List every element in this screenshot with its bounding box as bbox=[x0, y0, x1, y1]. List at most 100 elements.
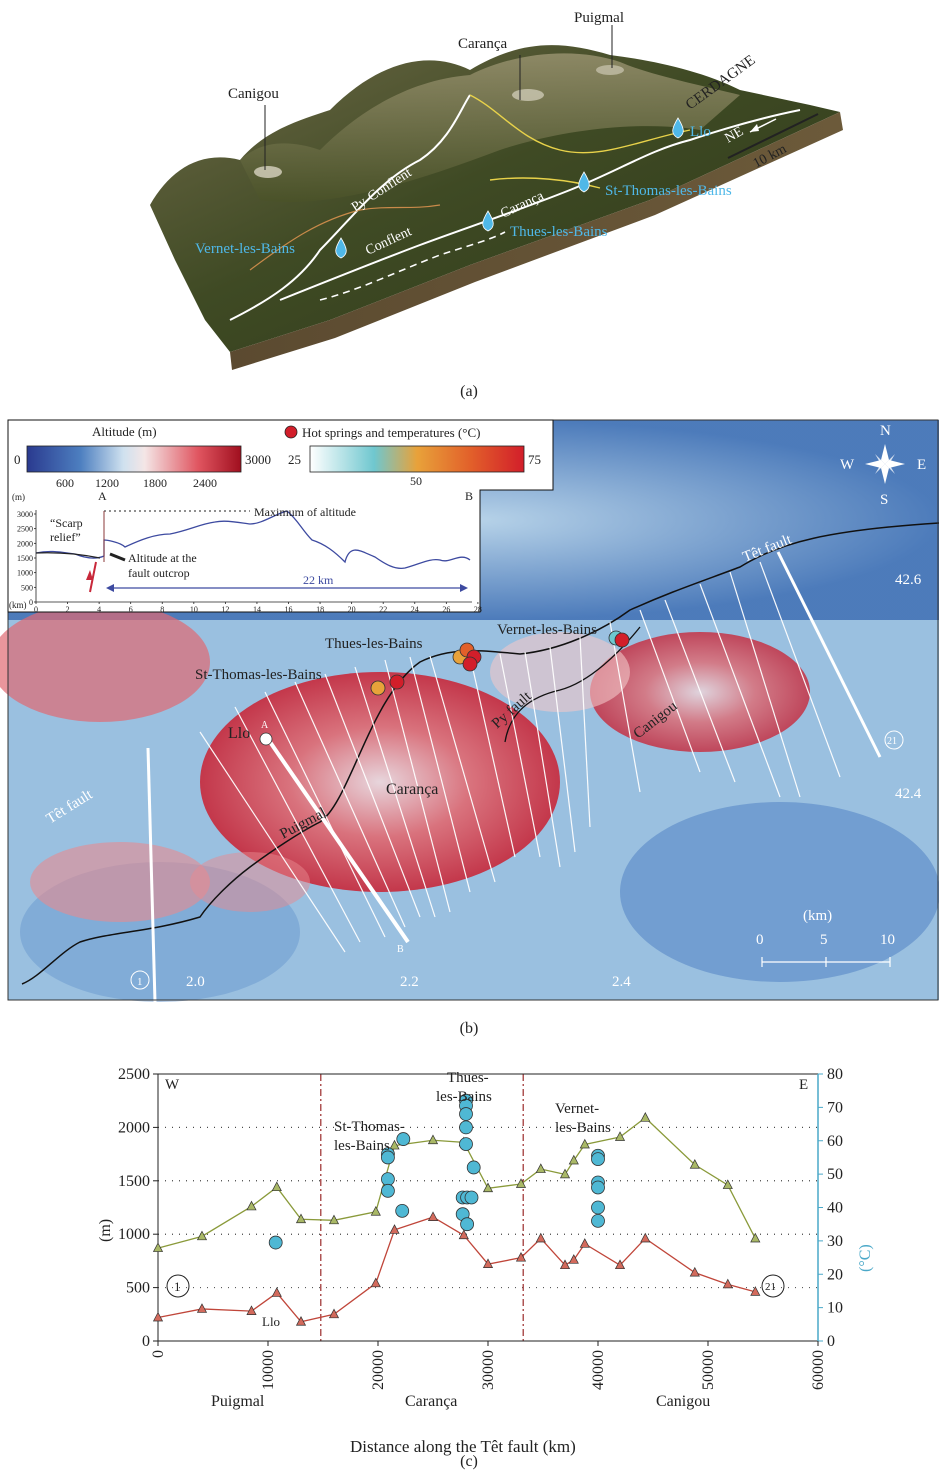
y2-tick-label: 50 bbox=[827, 1166, 843, 1183]
annotation-section-21: 21 bbox=[765, 1281, 776, 1293]
altitude-tick: 600 bbox=[56, 476, 74, 490]
section-21-marker bbox=[761, 1274, 785, 1298]
inset-scarp-label: relief” bbox=[50, 530, 81, 544]
vernet-label: Vernet-les-Bains bbox=[497, 622, 597, 638]
temperature-point bbox=[396, 1132, 411, 1146]
annotation-east: E bbox=[799, 1077, 808, 1093]
compass-s: S bbox=[880, 492, 888, 508]
inset-x-tick-label: 8 bbox=[160, 605, 164, 614]
scalebar-tick: 5 bbox=[820, 932, 828, 948]
peak-label-puigmal: Puigmal bbox=[574, 10, 624, 26]
altitude-point bbox=[750, 1286, 761, 1296]
altitude-legend-max: 3000 bbox=[245, 452, 271, 467]
x-tick-label: 40000 bbox=[590, 1350, 607, 1390]
latitude-label: 42.6 bbox=[895, 572, 922, 588]
y2-tick-label: 40 bbox=[827, 1200, 843, 1217]
y-tick-label: 2500 bbox=[118, 1066, 150, 1083]
altitude-point bbox=[196, 1303, 208, 1313]
annotation-section-1: 1 bbox=[174, 1279, 181, 1294]
altitude-point bbox=[614, 1259, 626, 1270]
y2-tick-label: 30 bbox=[827, 1233, 843, 1250]
yellow-trace bbox=[489, 177, 601, 189]
y-tick-label: 2000 bbox=[118, 1119, 150, 1136]
temperature-point bbox=[466, 1160, 481, 1175]
profile-a-label: A bbox=[261, 720, 269, 731]
altitude-map: Têt fault Têt fault Vernet-les-Bains Thu… bbox=[0, 419, 939, 1002]
x-tick-label: 50000 bbox=[700, 1350, 717, 1390]
panel-a-caption: (a) bbox=[460, 383, 478, 400]
inset-fault-label: Altitude at the bbox=[128, 551, 197, 565]
legend-inset: Altitude (m) 0 3000 600 1200 1800 2400 H… bbox=[7, 419, 554, 614]
terrain-front-face bbox=[230, 112, 843, 370]
x-tick-label: 60000 bbox=[810, 1350, 827, 1390]
inset-y-tick-label: 1500 bbox=[17, 554, 33, 563]
y2-tick-label: 0 bbox=[827, 1333, 835, 1350]
section-line-bold-21 bbox=[776, 551, 882, 758]
peak-label-canigou: Canigou bbox=[228, 86, 279, 102]
altitude-point bbox=[152, 1311, 164, 1322]
altitude-point bbox=[295, 1213, 307, 1224]
altitude-point bbox=[482, 1258, 494, 1268]
inset-y-tick-label: 2500 bbox=[17, 525, 33, 534]
temperature-point bbox=[460, 1217, 475, 1232]
caranca-trace bbox=[469, 94, 691, 154]
altitude-point bbox=[515, 1178, 527, 1188]
inset-y-tick-label: 2000 bbox=[17, 539, 33, 548]
altitude-point bbox=[579, 1138, 590, 1149]
inset-fault-label: fault outcrop bbox=[128, 566, 190, 580]
compass-e: E bbox=[917, 457, 926, 473]
altitude-point bbox=[370, 1277, 381, 1288]
temperature-point bbox=[268, 1235, 283, 1250]
x-tick-label: 30000 bbox=[480, 1350, 497, 1390]
section-21-marker bbox=[884, 730, 904, 750]
x-tick-label: 20000 bbox=[370, 1350, 387, 1390]
snow-patch bbox=[596, 65, 624, 75]
temp-legend-max: 75 bbox=[528, 452, 541, 467]
temp-legend-mid: 50 bbox=[410, 474, 422, 488]
peak-label-caranca: Carança bbox=[458, 36, 507, 52]
altitude-point bbox=[689, 1159, 700, 1169]
hot-spring-legend-icon bbox=[284, 425, 298, 439]
profile-chart: 0 500 1000 1500 2000 2500 0 10 20 30 40 50 60 70 80 0 10… bbox=[97, 1066, 874, 1456]
altitude-point bbox=[328, 1214, 340, 1225]
altitude-point bbox=[246, 1200, 257, 1211]
llo-label: Llo bbox=[228, 725, 250, 742]
temperature-point bbox=[591, 1152, 605, 1167]
altitude-point bbox=[722, 1179, 733, 1189]
section-1-marker bbox=[166, 1274, 190, 1298]
snow-patch bbox=[254, 166, 282, 178]
y-tick-label: 1000 bbox=[118, 1226, 150, 1243]
plot-frame bbox=[157, 1073, 819, 1342]
altitude-point bbox=[559, 1168, 571, 1179]
inset-label-a: A bbox=[98, 489, 107, 503]
spring-drop-icon bbox=[335, 237, 347, 259]
inset-red-fault bbox=[89, 561, 97, 593]
inset-x-tick-label: 6 bbox=[129, 605, 133, 614]
temperature-point bbox=[591, 1200, 605, 1215]
x-axis-title: Distance along the Têt fault (km) bbox=[350, 1437, 576, 1456]
y-tick-label: 0 bbox=[142, 1333, 150, 1350]
inset-y-unit: (m) bbox=[12, 492, 25, 502]
inset-x-tick-label: 2 bbox=[66, 605, 70, 614]
y2-tick-label: 80 bbox=[827, 1066, 843, 1083]
spring-label-st-thomas: St-Thomas-les-Bains bbox=[605, 183, 732, 199]
y2-tick-label: 10 bbox=[827, 1300, 843, 1317]
altitude-point bbox=[689, 1266, 700, 1277]
section-1-label: 1 bbox=[137, 976, 143, 988]
temperature-colorbar bbox=[309, 445, 525, 473]
caranca-label: Carança bbox=[386, 781, 438, 798]
altitude-legend-title: Altitude (m) bbox=[92, 424, 157, 439]
spring-drop-icon bbox=[578, 171, 590, 193]
st-thomas-label: St-Thomas-les-Bains bbox=[195, 667, 322, 683]
inset-scarp-line bbox=[35, 552, 101, 559]
longitude-label: 2.0 bbox=[186, 974, 205, 990]
altitude-point bbox=[370, 1206, 381, 1216]
thues-label: Thues-les-Bains bbox=[325, 636, 423, 652]
annotation-west: W bbox=[165, 1077, 180, 1093]
inset-red-arrow bbox=[86, 570, 93, 580]
compass-n: N bbox=[880, 423, 891, 439]
altitude-point bbox=[722, 1278, 733, 1289]
spring-label-llo: Llo bbox=[690, 124, 711, 140]
spring-label-thues: Thues-les-Bains bbox=[510, 224, 608, 240]
y-axis-title: (m) bbox=[97, 1219, 114, 1242]
